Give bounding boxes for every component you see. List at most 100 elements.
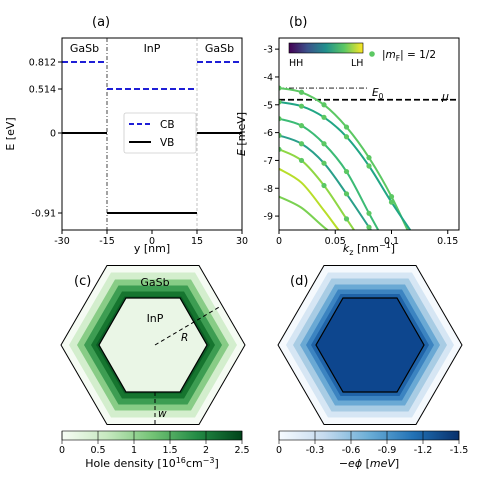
band-vb	[62, 132, 242, 214]
legend-cb-label: CB	[160, 119, 175, 131]
band-1-point-3	[343, 134, 350, 140]
panel-a-label: (a)	[92, 15, 110, 30]
hole-density-colorbar-label: Hole density [1016cm−3]	[85, 456, 219, 470]
band-cb	[62, 61, 242, 90]
cb-tick-label-2-0: 0	[59, 445, 65, 456]
b-ytick-label-1: -4	[264, 72, 273, 83]
panel-a: (a) GaSb InP GaSb -30 -15 0 15 30 0.812 0.514 0 -0.…	[4, 15, 248, 255]
panel-a-legend: CB VB	[123, 112, 197, 154]
band-0-point-4	[366, 155, 372, 161]
band-0-point-0	[279, 85, 282, 91]
panel-b-plot	[279, 85, 459, 230]
cb-tick-label-3-5: -1.5	[450, 445, 469, 456]
band-4-point-3	[343, 216, 350, 222]
potential-colorbar-ticks: 0 -0.3 -0.6 -0.9 -1.2 -1.5	[276, 431, 468, 456]
a-xtick-label-0: -30	[54, 236, 70, 247]
panel-b-ylabel: E [meV]	[235, 112, 248, 156]
potential-colorbar-label: −eϕ [meV]	[339, 457, 399, 470]
hole-density-colorbar-ticks: 0 0.5 1 1.5 2 2.5	[59, 431, 250, 456]
cb-tick-label-2-4: 2	[203, 445, 209, 456]
a-ytick-label-0: 0.812	[29, 58, 56, 69]
band-2-point-4	[366, 210, 372, 216]
a-xtick-label-3: 15	[191, 236, 203, 247]
band-1-point-2	[321, 114, 327, 120]
region-label-1: InP	[144, 42, 161, 55]
band-1-point-1	[298, 103, 305, 109]
b-xtick-label-1: 0.05	[325, 236, 346, 247]
band-3-point-4	[366, 224, 372, 230]
legend-mf-marker	[369, 51, 375, 57]
region-label-2: GaSb	[205, 42, 234, 55]
cb-tick-label-2-5: 2.5	[234, 445, 249, 456]
panel-a-ylabel: E [eV]	[4, 117, 17, 150]
band-0-point-2	[321, 102, 327, 108]
radius-line	[154, 305, 222, 346]
b-xtick-label-0: 0	[276, 236, 282, 247]
panel-b-xlabel: kz [nm−1]	[343, 241, 395, 257]
a-xtick-label-4: 30	[236, 236, 248, 247]
b-xtick-label-2: 0.1	[384, 236, 399, 247]
band-2-point-3	[343, 168, 350, 175]
band-2-point-2	[321, 141, 327, 147]
panel-b: (b) 0 0.05 0.1 0.15 -3 -4 -5 -6 -7 -8 -9 kz [nm−1]…	[235, 15, 460, 257]
inner-hexagon-d	[315, 297, 425, 393]
panel-c-label: (c)	[74, 274, 91, 289]
panel-a-frame	[61, 37, 243, 231]
cb-tick-label-2-3: 1.5	[162, 445, 177, 456]
b-ytick-label-4: -7	[264, 156, 273, 167]
band-2-point-1	[298, 123, 305, 129]
gasb-label: GaSb	[140, 276, 169, 289]
b-ytick-label-5: -8	[264, 184, 273, 195]
cb-tick-label-3-1: -0.3	[306, 445, 325, 456]
b-ytick-label-3: -6	[264, 128, 273, 139]
panel-d: (d) 0 -0.3 -0.6 -0.9 -1.2 -1.5 −eϕ [meV]	[276, 265, 468, 470]
mu-label: μ	[441, 90, 449, 103]
inner-hexagon-c	[98, 297, 208, 393]
a-ytick-label-1: 0.514	[29, 85, 56, 96]
colorbar-lh-label: LH	[351, 58, 363, 69]
panel-b-label: (b)	[289, 15, 307, 30]
band-line-5	[279, 167, 340, 230]
b-xtick-label-3: 0.15	[437, 236, 458, 247]
band-1-point-5	[388, 199, 395, 205]
band-1-point-4	[366, 163, 372, 169]
e0-label: E0	[372, 87, 384, 101]
a-ytick-label-3: -0.91	[31, 209, 56, 220]
a-xtick-label-2: 0	[149, 236, 155, 247]
cb-tick-label-2-2: 1	[131, 445, 137, 456]
a-xtick-label-1: -15	[99, 236, 115, 247]
band-3-point-3	[343, 191, 350, 197]
panel-c: (c) GaSb InP R w 0 0.5 1 1.5 2 2.5 Hole densi…	[59, 265, 250, 470]
cb-tick-label-3-3: -0.9	[378, 445, 397, 456]
hh-lh-colorbar	[288, 42, 364, 54]
legend-mf-label: |mF| = 1/2	[382, 49, 436, 63]
panel-d-label: (d)	[290, 274, 308, 289]
panel-a-plot: GaSb InP GaSb -30 -15 0 15 30 0.812 0.514 0 -0.91	[29, 38, 248, 247]
band-3-point-1	[298, 141, 305, 147]
band-0-point-3	[343, 124, 350, 130]
cb-tick-label-3-2: -0.6	[342, 445, 361, 456]
band-3-point-2	[321, 160, 327, 166]
panel-b-axes: 0 0.05 0.1 0.15 -3 -4 -5 -6 -7 -8 -9	[264, 45, 459, 247]
cb-tick-label-3-4: -1.2	[414, 445, 433, 456]
band-line-6	[279, 195, 330, 230]
b-ytick-label-6: -9	[264, 212, 273, 223]
band-4-point-0	[279, 146, 282, 152]
band-1-point-0	[279, 99, 282, 105]
band-0-point-5	[388, 194, 395, 200]
potential-colorbar	[278, 430, 460, 441]
region-label-0: GaSb	[70, 42, 99, 55]
legend-vb-label: VB	[160, 137, 174, 149]
colorbar-hh-label: HH	[289, 58, 303, 69]
a-ytick-label-2: 0	[50, 129, 56, 140]
band-4-point-1	[298, 157, 305, 164]
width-label: w	[158, 408, 167, 420]
cb-tick-label-2-1: 0.5	[90, 445, 105, 456]
panel-a-xlabel: y [nm]	[134, 242, 170, 255]
panel-b-frame	[278, 37, 460, 231]
band-0-point-1	[298, 89, 305, 95]
band-4-point-2	[321, 182, 327, 189]
hole-density-colorbar	[61, 430, 243, 441]
b-ytick-label-0: -3	[264, 45, 273, 56]
